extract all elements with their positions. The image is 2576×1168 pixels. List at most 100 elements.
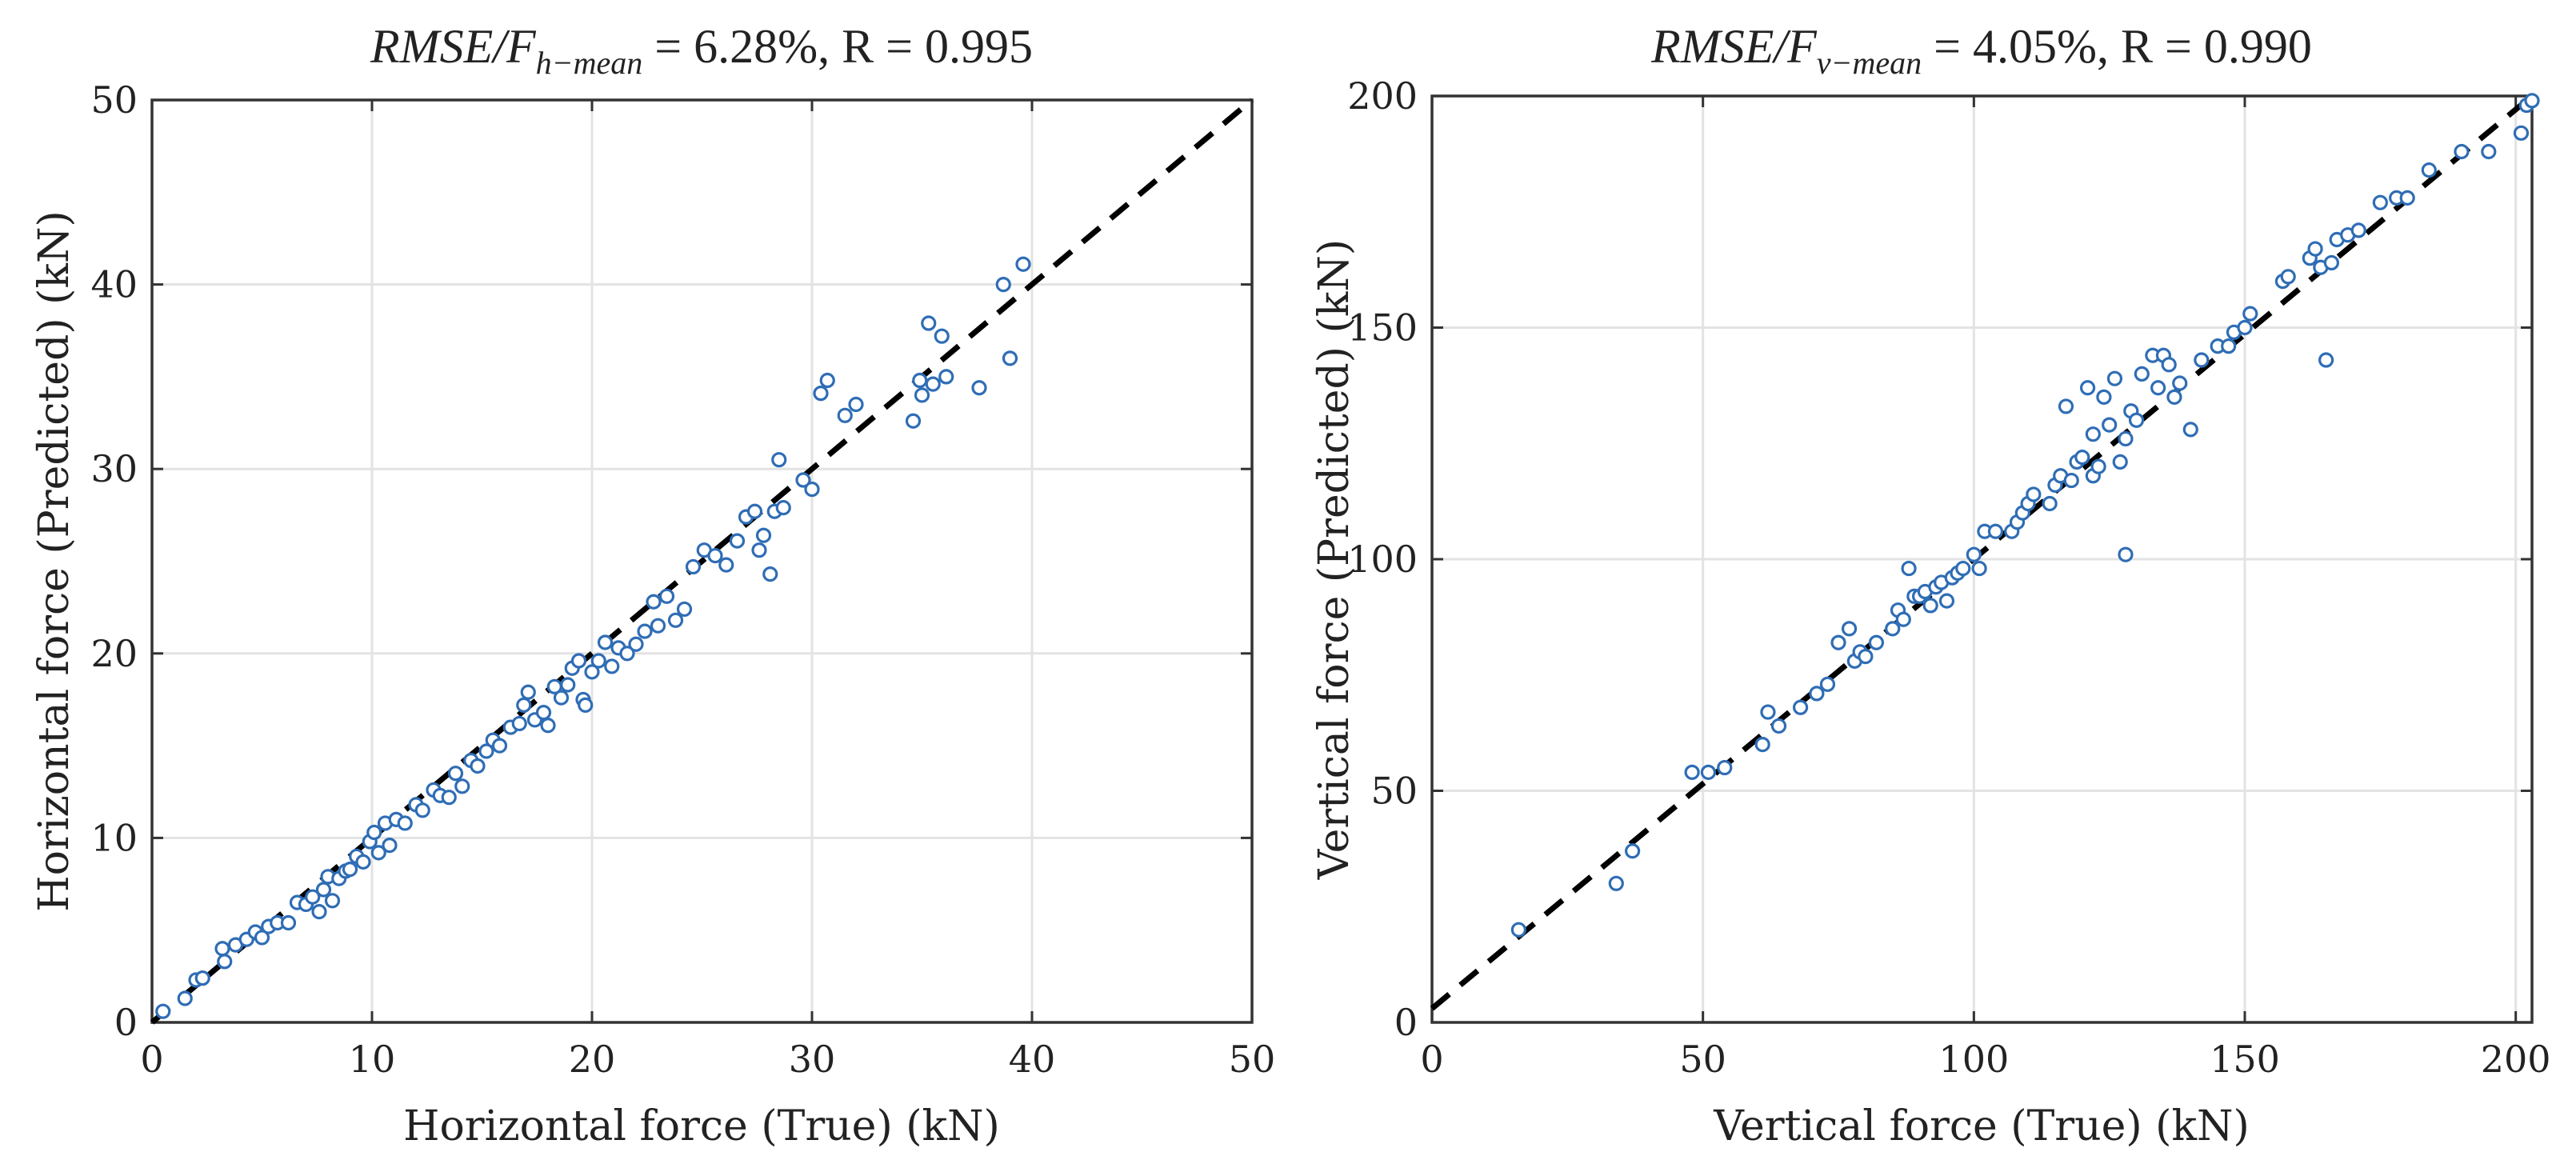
chart1-data-point [397, 815, 413, 831]
chart2-x-tick-label: 200 [2481, 1038, 2551, 1081]
chart2-data-point [2481, 143, 2497, 160]
chart1-data-point [441, 790, 457, 806]
chart2-data-point [1938, 593, 1955, 609]
chart2-data-point [1684, 764, 1700, 780]
chart2-data-point [2323, 254, 2339, 271]
chart2-data-point [2182, 422, 2198, 438]
chart1-data-point [938, 369, 954, 385]
chart1-x-tick-label: 10 [349, 1038, 396, 1081]
chart2-data-point [1987, 523, 2004, 539]
chart2-group: 0 50 100 150 200 0 50 100 150 200 RMSE/Fv−mean = 4… [1310, 20, 2551, 1150]
chart1-y-tick-label: 10 [90, 816, 138, 859]
chart2-data-point [2350, 222, 2366, 238]
chart2-title: RMSE/Fv−mean = 4.05%, R = 0.990 [1650, 20, 2312, 81]
chart1-x-tick-label: 40 [1009, 1038, 1056, 1081]
chart2-data-point [1819, 676, 1836, 692]
chart1-data-point [553, 690, 570, 706]
chart1-data-point [470, 758, 486, 774]
chart2-data-point [1770, 718, 1787, 734]
chart1-data-point [905, 413, 922, 429]
chart2-y-tick-label: 200 [1347, 74, 1418, 118]
chart2-data-point [1955, 560, 1971, 577]
chart1-data-point [447, 766, 464, 782]
chart2-data-point [2026, 486, 2042, 502]
chart1-data-point [584, 664, 600, 680]
chart2-data-point [2090, 458, 2106, 474]
chart1-data-point [804, 481, 820, 498]
chart1-data-point [194, 970, 210, 986]
chart1-data-point [746, 503, 763, 519]
chart1-y-tick-label: 30 [90, 447, 138, 490]
chart2-title-rest: = 4.05%, R = 0.990 [1922, 20, 2312, 73]
chart1-data-point [707, 547, 723, 564]
chart1-data-point [535, 704, 552, 721]
chart1-data-point [628, 636, 644, 652]
chart2-data-point [1754, 736, 1770, 753]
chart1-data-point [685, 558, 702, 575]
chart1-data-point [324, 893, 341, 909]
chart2-y-tick-label: 50 [1370, 770, 1418, 813]
chart2-data-point [2454, 143, 2470, 160]
chart2-data-point [2524, 93, 2540, 109]
chart1-data-point [1002, 350, 1018, 366]
chart2-x-tick-label: 100 [1938, 1038, 2009, 1081]
chart2-data-point [2118, 546, 2134, 562]
chart1-title-rest: = 6.28%, R = 0.995 [642, 20, 1033, 73]
chart2-data-point [2307, 241, 2323, 257]
chart1-data-point [914, 387, 930, 403]
chart1-data-point [921, 315, 937, 331]
chart1-data-point [570, 653, 587, 669]
chart2-reference-line [1430, 94, 2534, 1011]
chart2-title-subscript: v−mean [1817, 45, 1922, 81]
chart2-data-point [2194, 352, 2210, 368]
chart1-data-point [597, 634, 614, 650]
chart1-data-point [762, 566, 778, 582]
chart2-data-point [2399, 190, 2415, 206]
chart1-data-point [280, 914, 297, 931]
chart2-data-point [1625, 843, 1641, 859]
chart2-data-point [2221, 338, 2237, 354]
chart2-data-point [2134, 366, 2150, 382]
chart2-data-point [2242, 306, 2258, 322]
chart1-data-point [491, 738, 508, 754]
chart2-data-point [2421, 162, 2437, 178]
chart1-data-point [771, 452, 787, 468]
chart1-data-point [540, 718, 556, 734]
chart1-data-point [755, 527, 772, 543]
chart2-data-point [1792, 699, 1809, 715]
chart1-x-tick-label: 30 [789, 1038, 836, 1081]
chart2-data-point [2102, 417, 2118, 433]
chart1-y-tick-label: 0 [114, 1001, 138, 1044]
chart2-data-point [1510, 922, 1526, 938]
chart1-data-point [813, 386, 829, 402]
chart1-data-point [478, 743, 494, 759]
chart1-data-point [912, 372, 928, 389]
chart1-data-point [155, 1003, 171, 1019]
chart1-data-point [819, 372, 835, 389]
chart1-data-point [925, 376, 941, 392]
chart2-data-point [1971, 560, 1987, 577]
chart1-group: 0 10 20 30 40 50 0 10 20 30 40 50 RMSE/Fh−mean = 6.2… [30, 20, 1275, 1150]
chart2-data-point [1760, 704, 1776, 720]
chart1-data-point [775, 500, 791, 516]
chart1-data-point [315, 882, 332, 898]
chart1-title: RMSE/Fh−mean = 6.28%, R = 0.995 [370, 20, 1033, 81]
chart2-data-point [2058, 398, 2074, 414]
chart1-x-tick-label: 20 [569, 1038, 616, 1081]
chart2-data-point [2172, 375, 2188, 391]
chart1-data-point [254, 930, 270, 946]
chart2-data-point [2085, 426, 2101, 442]
chart1-data-point [729, 533, 746, 549]
chart2-y-axis-label: Vertical force (Predicted) (kN) [1310, 239, 1358, 880]
chart2-x-axis-label: Vertical force (True) (kN) [1713, 1102, 2250, 1150]
chart1-data-point [177, 990, 193, 1006]
chart1-y-tick-label: 50 [90, 78, 138, 122]
chart2-data-point [1841, 621, 1858, 637]
chart1-data-point [637, 623, 653, 639]
chart1-data-point [650, 618, 666, 634]
chart1-data-point [619, 646, 635, 662]
chart2-data-point [2112, 454, 2128, 470]
chart2-data-point [2280, 269, 2296, 285]
chart2-data-point [2106, 370, 2123, 386]
chart1-data-point [382, 838, 398, 854]
